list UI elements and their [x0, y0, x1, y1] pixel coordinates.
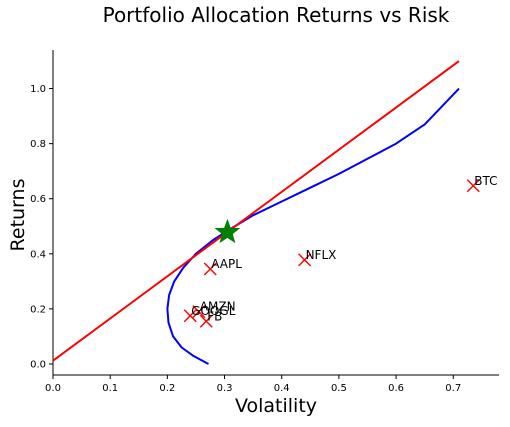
capital-market-line	[52, 60, 460, 362]
x-tick-label: 0.7	[445, 383, 461, 394]
asset-marker-btc	[466, 179, 480, 193]
chart-title: Portfolio Allocation Returns vs Risk	[103, 3, 450, 27]
asset-marker-fb	[199, 314, 213, 328]
asset-label-nflx: NFLX	[306, 248, 337, 262]
y-tick-label: 0.0	[30, 359, 46, 370]
asset-marker-aapl	[203, 262, 217, 276]
asset-marker-googl	[183, 309, 197, 323]
y-tick-label: 1.0	[30, 84, 46, 95]
x-axis-label: Volatility	[235, 395, 317, 417]
y-tick-label: 0.4	[30, 249, 46, 260]
plot-area: 0.0 0.1 0.2 0.3 0.4 0.5 0.6 0.7 0.0 0.2 0.4 0.6 0.8 1…	[30, 50, 499, 394]
asset-marker-amzn	[192, 305, 206, 319]
asset-label-amzn: AMZN	[200, 300, 236, 314]
asset-label-btc: BTC	[474, 174, 497, 188]
y-tick-label: 0.6	[30, 194, 46, 205]
asset-label-aapl: AAPL	[211, 257, 242, 271]
y-tick-label: 0.8	[30, 139, 46, 150]
asset-label-fb: FB	[207, 309, 222, 323]
x-tick-label: 0.2	[159, 383, 175, 394]
tangency-portfolio-star	[214, 218, 241, 244]
asset-label-googl: GOOGL	[191, 304, 235, 318]
x-tick-label: 0.6	[388, 383, 404, 394]
x-tick-label: 0.5	[331, 383, 347, 394]
y-tick-label: 0.2	[30, 304, 46, 315]
y-axis-label: Returns	[7, 179, 29, 252]
x-tick-label: 0.3	[217, 383, 233, 394]
x-tick-label: 0.1	[102, 383, 118, 394]
efficient-frontier-line	[166, 87, 460, 365]
x-tick-label: 0.0	[45, 383, 61, 394]
asset-marker-nflx	[298, 253, 312, 267]
x-tick-label: 0.4	[274, 383, 290, 394]
